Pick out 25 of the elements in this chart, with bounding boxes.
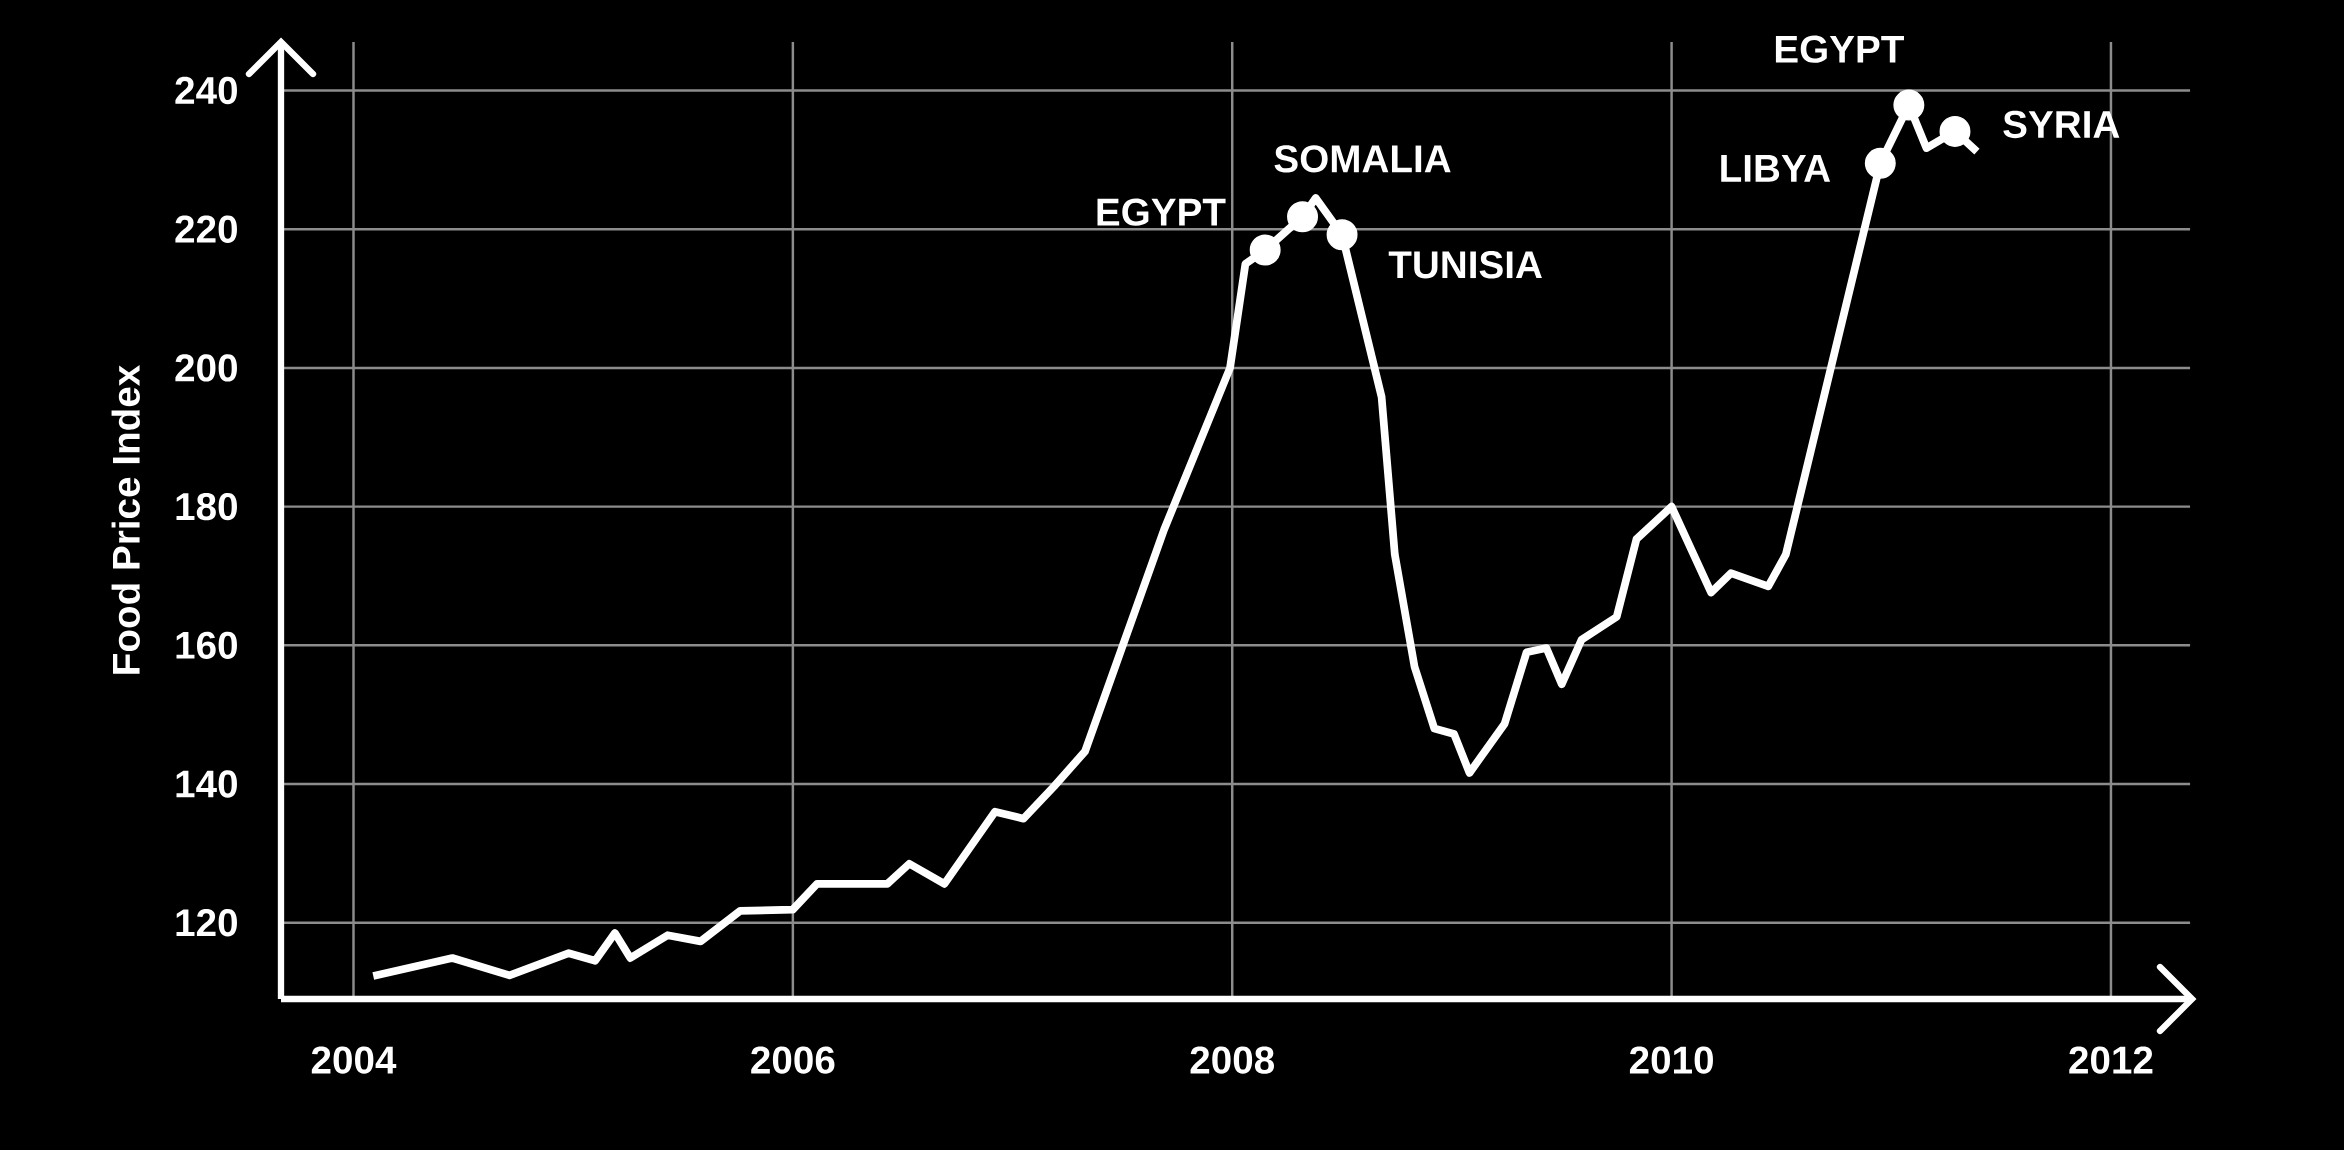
x-tick-label: 2012 — [2069, 1046, 2153, 1074]
point — [1326, 219, 1358, 251]
annotation: EGYPT — [1097, 198, 1226, 226]
annotation: EGYPT — [1775, 35, 1904, 63]
x-tick-label: 2006 — [751, 1046, 835, 1074]
y-tick-label: 200 — [175, 354, 237, 382]
x-tick-label: 2008 — [1190, 1046, 1274, 1074]
y-tick-label: 140 — [176, 770, 237, 798]
point — [1893, 89, 1925, 121]
x-tick-label: 2010 — [1629, 1046, 1713, 1074]
annotation: SOMALIA — [1274, 145, 1451, 173]
y-tick-label: 120 — [176, 909, 237, 937]
point — [1939, 115, 1971, 147]
y-tick-label: 240 — [175, 76, 237, 105]
point — [1864, 147, 1896, 179]
annotation: SYRIA — [2003, 110, 2120, 139]
point — [1249, 234, 1281, 266]
y-tick-label: 220 — [175, 215, 237, 243]
annotation: TUNISIA — [1388, 251, 1542, 279]
y-tick-label: 180 — [176, 492, 237, 521]
point — [1287, 201, 1319, 233]
annotation: LIBYA — [1721, 155, 1831, 182]
y-axis-title: Food Price Index — [111, 365, 140, 674]
y-tick-label: 160 — [176, 631, 237, 659]
x-tick-label: 2004 — [311, 1046, 397, 1074]
